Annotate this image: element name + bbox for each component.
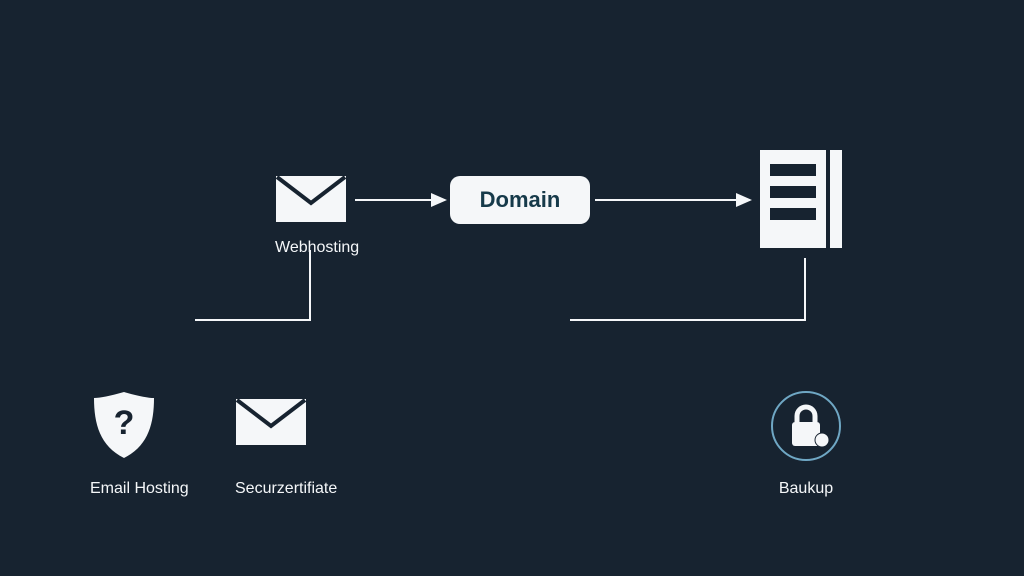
envelope-icon (235, 398, 307, 446)
node-webhosting: Webhosting (275, 175, 359, 257)
node-label: Baukup (770, 480, 842, 498)
edge-left-elbow (195, 250, 310, 320)
node-document (760, 150, 842, 248)
node-label: Webhosting (275, 239, 359, 257)
lock-icon (770, 390, 842, 462)
envelope-icon (275, 175, 347, 223)
document-icon (760, 150, 842, 248)
diagram-canvas: Webhosting Domain ? Email Hosting (0, 0, 1024, 576)
edge-right-elbow (570, 258, 805, 320)
node-label: Email Hosting (90, 480, 189, 498)
node-label: Securzertifiate (235, 480, 337, 498)
shield-icon: ? (90, 390, 158, 460)
node-backup: Baukup (770, 390, 842, 498)
node-domain: Domain (450, 176, 590, 224)
node-email-hosting: ? Email Hosting (90, 390, 189, 498)
svg-text:?: ? (114, 404, 135, 442)
node-security-certificate: Securzertifiate (235, 398, 337, 498)
